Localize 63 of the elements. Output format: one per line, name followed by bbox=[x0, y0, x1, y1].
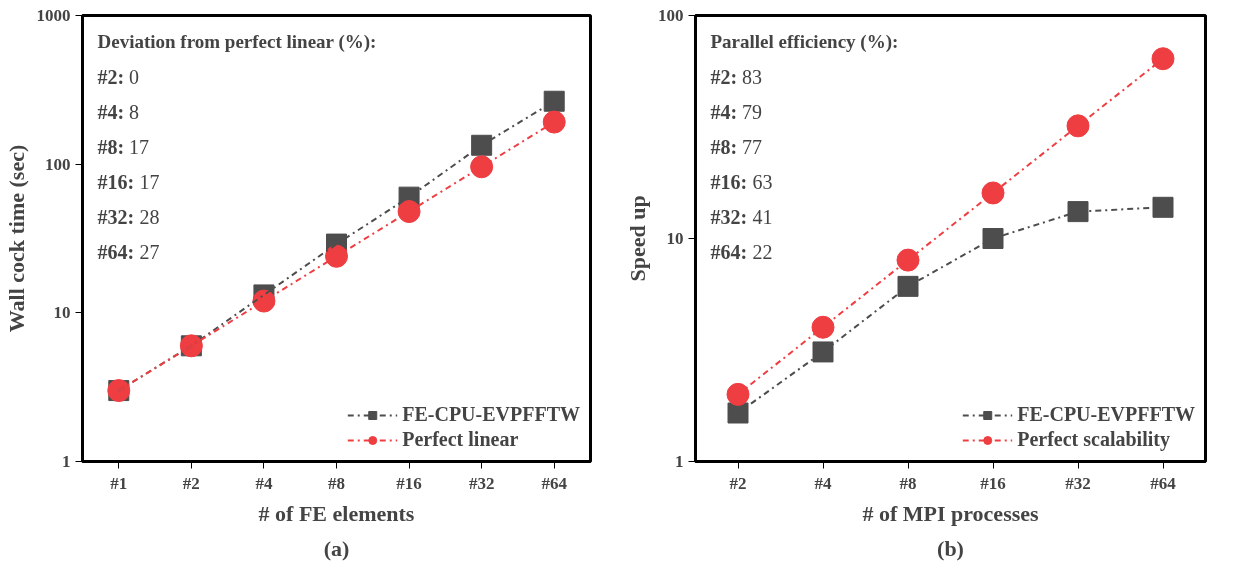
x-tick-label: #32 bbox=[468, 473, 495, 493]
point bbox=[1151, 47, 1175, 71]
y-tick-label: 10 bbox=[53, 303, 71, 323]
y-tick-label: 100 bbox=[45, 154, 71, 174]
y-tick-label: 1000 bbox=[36, 6, 71, 25]
x-tick-label: #32 bbox=[1065, 473, 1091, 493]
x-tick-label: #64 bbox=[1150, 473, 1177, 493]
text: (a) bbox=[323, 535, 350, 561]
point bbox=[981, 181, 1005, 205]
x-tick-label: #8 bbox=[328, 473, 345, 493]
annotation: #4: 79 bbox=[710, 100, 762, 123]
point bbox=[726, 382, 750, 406]
x-tick-label: #4 bbox=[814, 473, 832, 493]
point bbox=[543, 90, 565, 112]
x-axis-title: # of FE elements bbox=[258, 500, 415, 526]
annotation: #8: 77 bbox=[710, 135, 762, 158]
annotation: #2: 83 bbox=[710, 65, 762, 88]
y-axis-title: Wall cock time (sec) bbox=[3, 144, 29, 333]
x-tick-label: #4 bbox=[255, 473, 273, 493]
point bbox=[812, 341, 834, 363]
x-tick-label: #2 bbox=[182, 473, 200, 493]
annotation: Parallel efficiency (%): bbox=[710, 31, 899, 53]
point bbox=[542, 110, 566, 134]
annotation: #64: 22 bbox=[710, 240, 773, 263]
point bbox=[325, 244, 348, 268]
annotation: #8: 17 bbox=[97, 135, 149, 158]
point bbox=[1066, 114, 1090, 138]
x-axis-title: # of MPI processes bbox=[862, 500, 1040, 526]
point bbox=[471, 134, 493, 156]
annotation: Deviation from perfect linear (%): bbox=[97, 31, 377, 53]
point bbox=[982, 228, 1004, 249]
point bbox=[1067, 201, 1089, 223]
annotation: #16: 63 bbox=[710, 170, 773, 193]
legend-label: FE-CPU-EVPFFTW bbox=[1017, 403, 1195, 426]
x-tick-label: #16 bbox=[980, 473, 1006, 493]
annotation: #32: 41 bbox=[710, 205, 773, 228]
point bbox=[470, 155, 494, 179]
legend-label: Perfect linear bbox=[402, 428, 519, 451]
annotation: #16: 17 bbox=[97, 170, 160, 193]
annotation: #2: 0 bbox=[97, 65, 139, 88]
legend-label: Perfect scalability bbox=[1017, 428, 1170, 451]
y-axis-title: Speed up bbox=[625, 195, 650, 282]
point bbox=[397, 200, 421, 224]
point bbox=[727, 402, 749, 424]
x-tick-label: #1 bbox=[110, 473, 128, 493]
point bbox=[811, 315, 835, 339]
y-tick-label: 100 bbox=[658, 6, 684, 25]
y-tick-label: 1 bbox=[675, 452, 684, 471]
y-tick-label: 1 bbox=[62, 452, 71, 471]
x-tick-label: #2 bbox=[729, 473, 747, 493]
point bbox=[897, 275, 919, 297]
y-tick-label: 10 bbox=[666, 229, 684, 248]
x-tick-label: #8 bbox=[899, 473, 917, 493]
x-tick-label: #64 bbox=[541, 473, 568, 493]
point bbox=[1152, 196, 1174, 218]
legend-label: FE-CPU-EVPFFTW bbox=[402, 403, 580, 426]
x-tick-label: #16 bbox=[396, 473, 422, 493]
point bbox=[896, 248, 920, 272]
point bbox=[252, 289, 276, 313]
annotation: #32: 28 bbox=[97, 205, 160, 228]
annotation: #64: 27 bbox=[97, 240, 160, 263]
annotation: #4: 8 bbox=[97, 100, 139, 123]
text: (b) bbox=[937, 535, 964, 561]
